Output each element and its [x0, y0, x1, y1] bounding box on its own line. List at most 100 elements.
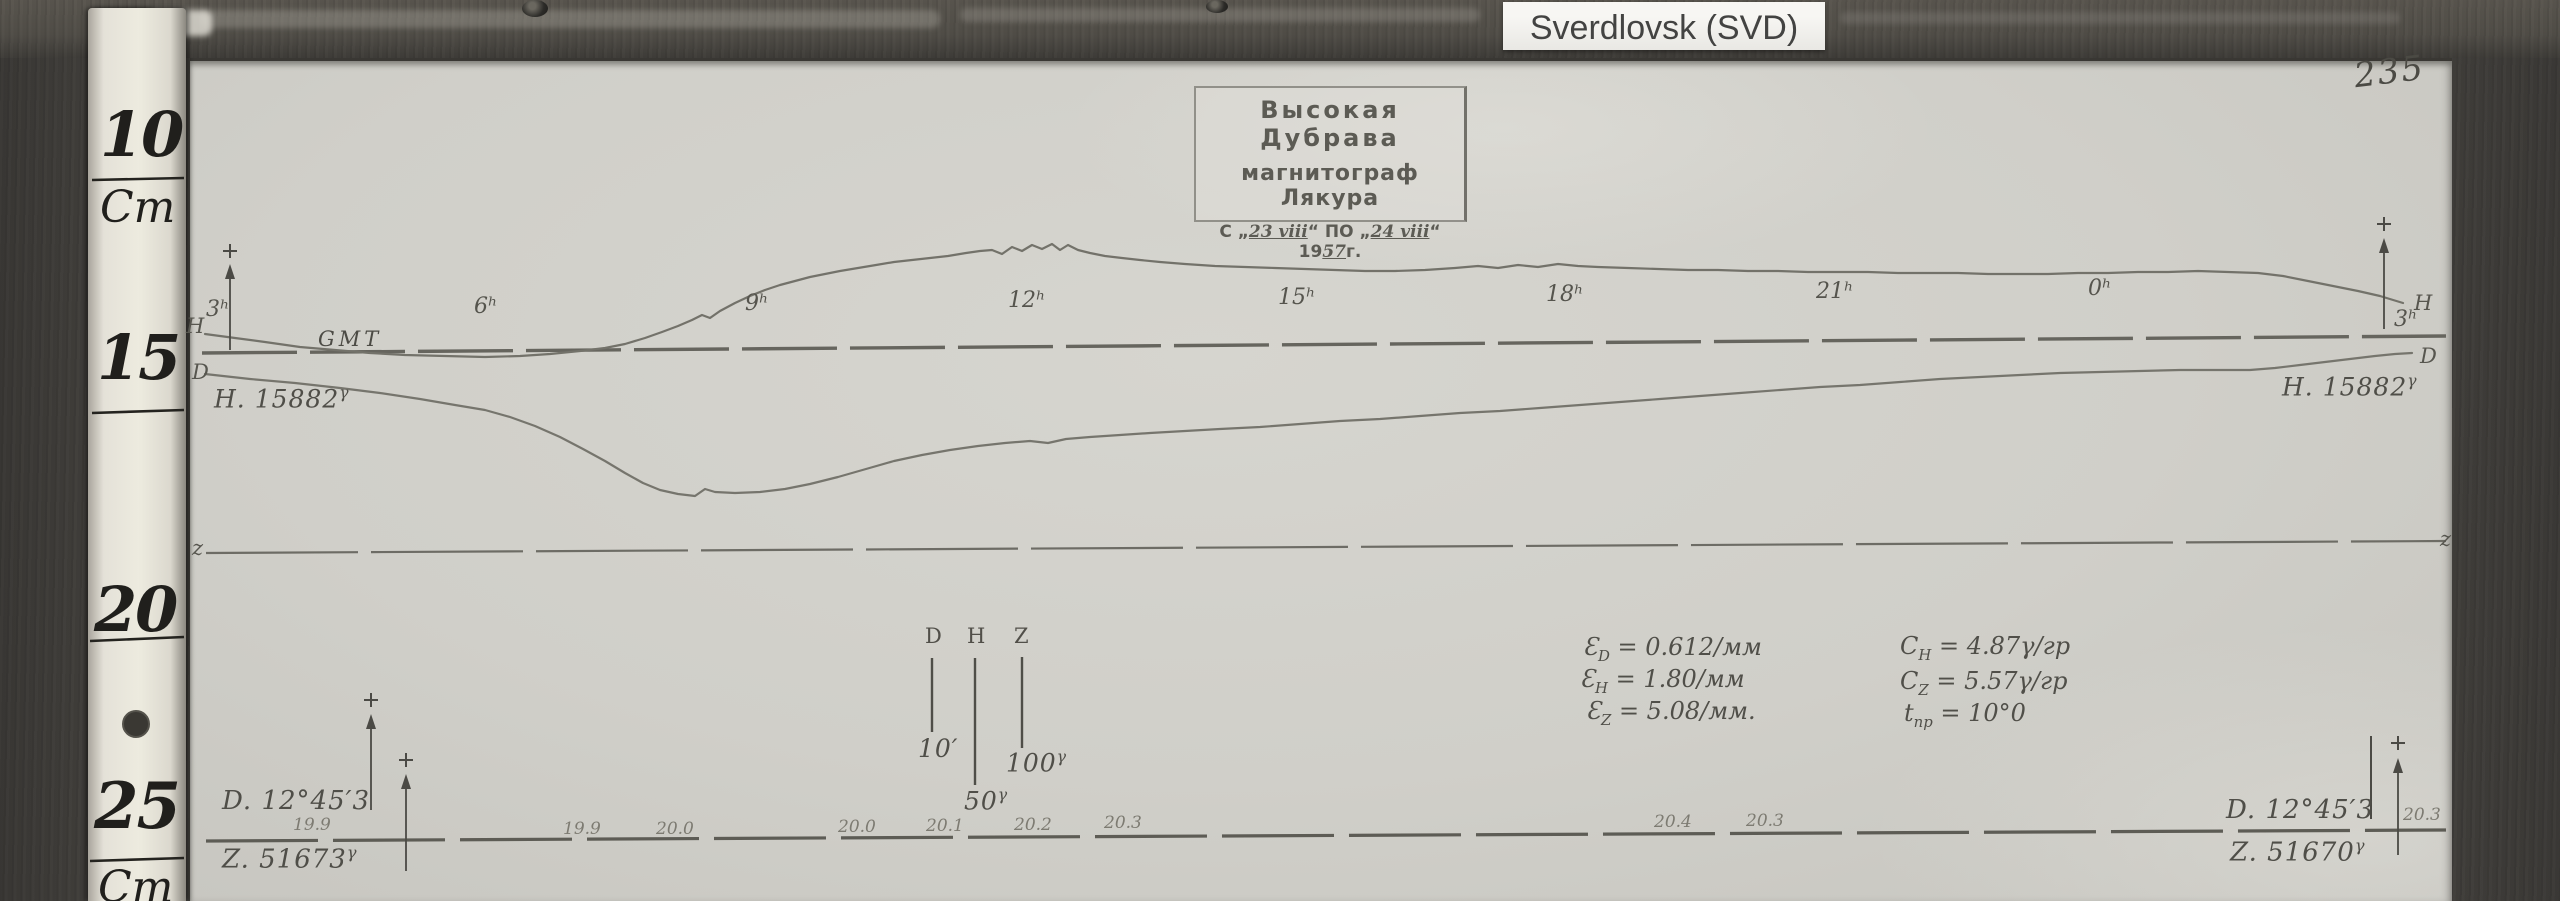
stamp-line-dates: С „23 ⅷ“ ПО „24 ⅷ“ 1957г.: [1196, 222, 1464, 262]
light-streak: [1840, 12, 2400, 24]
h-baseline-value-right: H. 15882γ: [2282, 372, 2418, 401]
gamma-sup: γ: [1056, 748, 1067, 766]
gamma-sup: γ: [2354, 836, 2366, 855]
stamp-year-suffix: г.: [1346, 242, 1362, 262]
pencil-temperature: 20.0: [656, 819, 694, 839]
station-label-text: Sverdlovsk (SVD): [1529, 9, 1799, 47]
light-streak: [200, 10, 940, 28]
pencil-temperature: 20.3: [2403, 805, 2441, 825]
trace-letter: D: [192, 360, 209, 384]
ruler-mark-label: 20: [94, 573, 178, 646]
scale-bar-value-d: 10′: [918, 734, 959, 763]
pencil-temperature: 20.0: [838, 817, 876, 837]
trace-letter: H: [2414, 291, 2433, 315]
scale-value-text: 100: [1006, 748, 1057, 778]
pencil-temperature: 19.9: [563, 819, 601, 839]
screw-head-icon: [522, 0, 548, 17]
h-value-text: H. 15882: [214, 384, 340, 414]
hour-label: 9ʰ: [745, 291, 769, 316]
symbol: Ɛ: [1586, 697, 1601, 725]
symbol: t: [1904, 699, 1914, 727]
scale-bar-letter-z: Z: [1014, 624, 1029, 648]
value: = 10°0: [1940, 699, 2026, 727]
scale-bar-letter-d: D: [925, 624, 942, 648]
stamp-line-instrument: магнитограф Лякура: [1241, 161, 1419, 211]
hour-label: 0ʰ: [2088, 276, 2112, 301]
value: = 5.08/мм.: [1618, 697, 1756, 725]
stamp-line-observatory: Высокая Дубрава: [1260, 96, 1400, 152]
d-baseline-value-left: D. 12°45′3: [222, 786, 371, 816]
pencil-temperature: 20.4: [1654, 812, 1692, 832]
trace-letter: z: [192, 536, 204, 560]
gmt-label: GMT: [318, 327, 383, 351]
hour-label: 3ʰ: [206, 297, 230, 322]
stamp-date-prefix: С „: [1219, 222, 1249, 242]
symbol-subscript: пр: [1913, 712, 1933, 731]
d-baseline-value-right: D. 12°45′3: [2226, 795, 2375, 825]
scale-bar-letter-h: H: [967, 624, 986, 648]
scale-bar-value-h: 50γ: [964, 786, 1008, 815]
c-value-line: tпр = 10°0: [1904, 699, 2026, 731]
z-baseline-value-left: Z. 51673γ: [222, 843, 358, 875]
stamp-year: 57: [1322, 242, 1346, 262]
scale-bar-value-z: 100γ: [1006, 748, 1067, 777]
hour-label: 18ʰ: [1546, 282, 1584, 307]
gamma-sup: γ: [997, 786, 1009, 804]
symbol: Ɛ: [1580, 665, 1595, 693]
c-value-line: CH = 4.87γ/гр: [1900, 632, 2070, 664]
trace-letter: H: [186, 314, 205, 338]
stamp-date-from: 23 ⅷ: [1248, 222, 1308, 242]
scale-value-line: ƐH = 1.80/мм: [1580, 665, 1745, 697]
value: = 5.57γ/гр: [1936, 667, 2068, 695]
trace-letter: D: [2420, 344, 2437, 368]
ruler-mark-label: Cm: [100, 182, 176, 233]
symbol-subscript: Z: [1600, 710, 1612, 729]
table-top-strip: [0, 0, 2560, 58]
ruler: [88, 8, 186, 901]
stamp-year-prefix: “ 19: [1298, 222, 1441, 262]
observatory-stamp: Высокая Дубрава магнитограф Лякура С „23…: [1194, 86, 1467, 262]
hour-label: 6ʰ: [474, 294, 498, 319]
ruler-mark-label: 25: [94, 769, 181, 844]
ruler-mark-label: 15: [97, 321, 181, 394]
hour-label: 21ʰ: [1816, 279, 1854, 304]
gamma-sup: γ: [346, 843, 358, 862]
h-baseline-value-left: H. 15882γ: [214, 384, 350, 413]
station-label: Sverdlovsk (SVD): [1503, 2, 1825, 50]
gamma-sup: γ: [339, 384, 350, 402]
value: = 0.612/мм: [1617, 633, 1762, 661]
gamma-sup: γ: [2407, 372, 2418, 390]
light-streak: [960, 8, 1480, 22]
symbol: C: [1900, 667, 1919, 695]
z-baseline-value-right: Z. 51670γ: [2230, 836, 2366, 868]
hour-label: 15ʰ: [1278, 285, 1316, 310]
h-value-text: H. 15882: [2282, 372, 2408, 402]
stamp-date-mid: “ ПО „: [1307, 222, 1371, 242]
pencil-temperature: 20.2: [1014, 815, 1052, 835]
symbol-subscript: D: [1597, 646, 1610, 665]
symbol: Ɛ: [1583, 633, 1598, 661]
screw-head-icon: [1206, 0, 1228, 13]
ruler-mark-label: 10: [100, 98, 184, 171]
c-value-line: CZ = 5.57γ/гр: [1900, 667, 2067, 699]
trace-letter: z: [2440, 527, 2452, 551]
pencil-temperature: 20.3: [1746, 811, 1784, 831]
hour-label: 3ʰ: [2394, 307, 2418, 332]
pencil-temperature: 20.3: [1104, 813, 1142, 833]
z-value-text: Z. 51673: [222, 844, 347, 875]
symbol-subscript: H: [1918, 645, 1932, 664]
symbol-subscript: Z: [1918, 680, 1929, 699]
scale-value-line: ƐD = 0.612/мм: [1583, 633, 1762, 665]
symbol-subscript: H: [1594, 678, 1608, 697]
ruler-mark-label: Cm: [98, 862, 174, 901]
value: = 4.87γ/гр: [1939, 632, 2071, 660]
value: = 1.80/мм: [1615, 665, 1745, 693]
stamp-date-to: 24 ⅷ: [1370, 222, 1430, 242]
scale-value-line: ƐZ = 5.08/мм.: [1586, 697, 1756, 729]
z-value-text: Z. 51670: [2230, 837, 2355, 868]
pencil-temperature: 19.9: [293, 815, 331, 835]
hour-label: 12ʰ: [1008, 288, 1046, 313]
sheet-number: 235: [2351, 47, 2428, 97]
symbol: C: [1900, 632, 1919, 660]
